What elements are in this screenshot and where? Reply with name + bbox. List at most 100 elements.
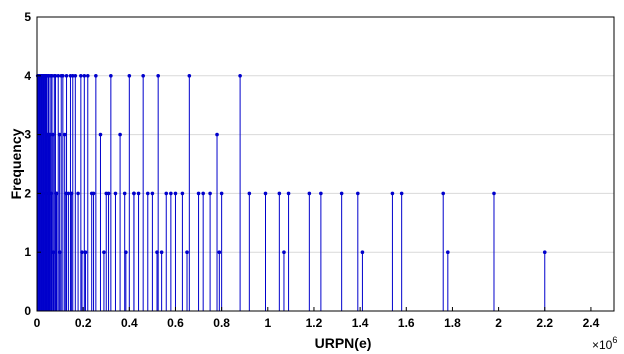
x-tick-label: 0.6 xyxy=(167,316,184,330)
stem-point xyxy=(57,132,62,137)
x-exponent-power: 6 xyxy=(612,335,617,345)
y-axis-ticks: 0 1 2 3 4 5 xyxy=(24,10,41,318)
x-tick-label: 0.2 xyxy=(75,316,92,330)
stem-point xyxy=(62,132,67,137)
stem-point xyxy=(40,191,45,196)
x-tick-label: 1.6 xyxy=(398,316,415,330)
x-tick-label: 2.4 xyxy=(583,316,600,330)
stem-point xyxy=(339,191,344,196)
stem-point xyxy=(54,191,59,196)
y-tick-label: 2 xyxy=(24,186,31,200)
x-tick-label: 1.2 xyxy=(306,316,323,330)
stem-point xyxy=(169,191,173,196)
stem-point xyxy=(66,191,71,196)
stem-point xyxy=(441,191,446,196)
stem-point xyxy=(85,74,90,78)
stem-point xyxy=(127,74,132,78)
stem-point xyxy=(113,191,118,196)
stem-point xyxy=(49,191,54,196)
stem-point xyxy=(91,191,96,196)
stem-point xyxy=(82,74,87,78)
stem-point xyxy=(155,250,159,254)
stem-point xyxy=(356,191,360,196)
stem-point xyxy=(215,132,219,137)
y-tick-label: 0 xyxy=(24,304,31,318)
x-exponent-base: ×10 xyxy=(592,338,613,352)
stem-point xyxy=(164,191,169,196)
x-tick-label: 1.4 xyxy=(352,316,369,330)
stem-point xyxy=(136,191,141,196)
stem-point xyxy=(282,250,286,254)
stem-point xyxy=(542,250,547,254)
stem-point xyxy=(446,250,450,254)
stem-point xyxy=(286,191,291,196)
stem-point xyxy=(76,191,80,196)
stem-point xyxy=(122,191,127,196)
x-tick-label: 0.8 xyxy=(213,316,230,330)
stem-point xyxy=(247,191,252,196)
stem-point xyxy=(180,191,185,196)
plot-frame xyxy=(36,16,615,312)
stem-point xyxy=(196,191,201,196)
stem-point xyxy=(98,132,103,137)
x-axis-exponent: ×106 xyxy=(592,335,617,352)
stem-point xyxy=(58,250,62,254)
stem-point xyxy=(94,74,98,78)
stem-point xyxy=(150,191,155,196)
x-axis-label: URPN(e) xyxy=(315,335,372,351)
data-stems xyxy=(35,74,547,311)
x-tick-label: 1.8 xyxy=(444,316,461,330)
stem-point xyxy=(187,74,192,78)
stem-point xyxy=(201,191,205,196)
stem-point xyxy=(159,250,164,254)
stem-point xyxy=(109,74,113,78)
x-axis-ticks: 0 0.2 0.4 0.6 0.8 1 1.2 1.4 1.6 1.8 2 2.2 2.4 xyxy=(34,307,600,330)
stem-point xyxy=(124,250,128,254)
stem-point xyxy=(43,191,48,196)
stem-point xyxy=(319,191,323,196)
stem-point xyxy=(238,74,242,78)
stem-point xyxy=(80,250,84,254)
stem-point xyxy=(219,191,224,196)
stem-point xyxy=(173,191,178,196)
stem-point xyxy=(61,74,65,78)
y-axis-label: Frequency xyxy=(8,128,24,199)
stem-point xyxy=(307,191,312,196)
y-tick-label: 4 xyxy=(24,69,31,83)
stem-point xyxy=(64,74,69,78)
stem-point xyxy=(118,132,122,137)
x-tick-label: 2.2 xyxy=(536,316,553,330)
stem-point xyxy=(141,74,145,78)
stem-point xyxy=(56,74,61,78)
stem-point xyxy=(64,191,68,196)
x-tick-label: 1 xyxy=(264,316,271,330)
stem-point xyxy=(132,191,136,196)
stem-point xyxy=(156,74,160,78)
x-tick-label: 0.4 xyxy=(121,316,138,330)
y-tick-label: 3 xyxy=(24,128,31,142)
stem-point xyxy=(277,191,282,196)
stem-point xyxy=(73,74,78,78)
stem-point xyxy=(399,191,404,196)
stem-point xyxy=(360,250,365,254)
stem-point xyxy=(217,250,222,254)
stem-point xyxy=(79,74,83,78)
stem-point xyxy=(83,250,88,254)
stem-point xyxy=(492,191,496,196)
stem-point xyxy=(69,191,74,196)
stem-point xyxy=(263,191,268,196)
x-tick-label: 0 xyxy=(34,316,41,330)
stem-point xyxy=(51,250,56,254)
stem-point xyxy=(46,191,51,196)
stem-point xyxy=(102,250,106,254)
stem-point xyxy=(208,191,212,196)
stem-point xyxy=(185,250,189,254)
stem-point xyxy=(390,191,395,196)
y-tick-label: 1 xyxy=(24,245,31,259)
stem-point xyxy=(106,191,111,196)
y-tick-label: 5 xyxy=(24,10,31,24)
stem-point xyxy=(145,191,150,196)
stem-point xyxy=(53,74,58,78)
stem-point xyxy=(70,74,75,78)
